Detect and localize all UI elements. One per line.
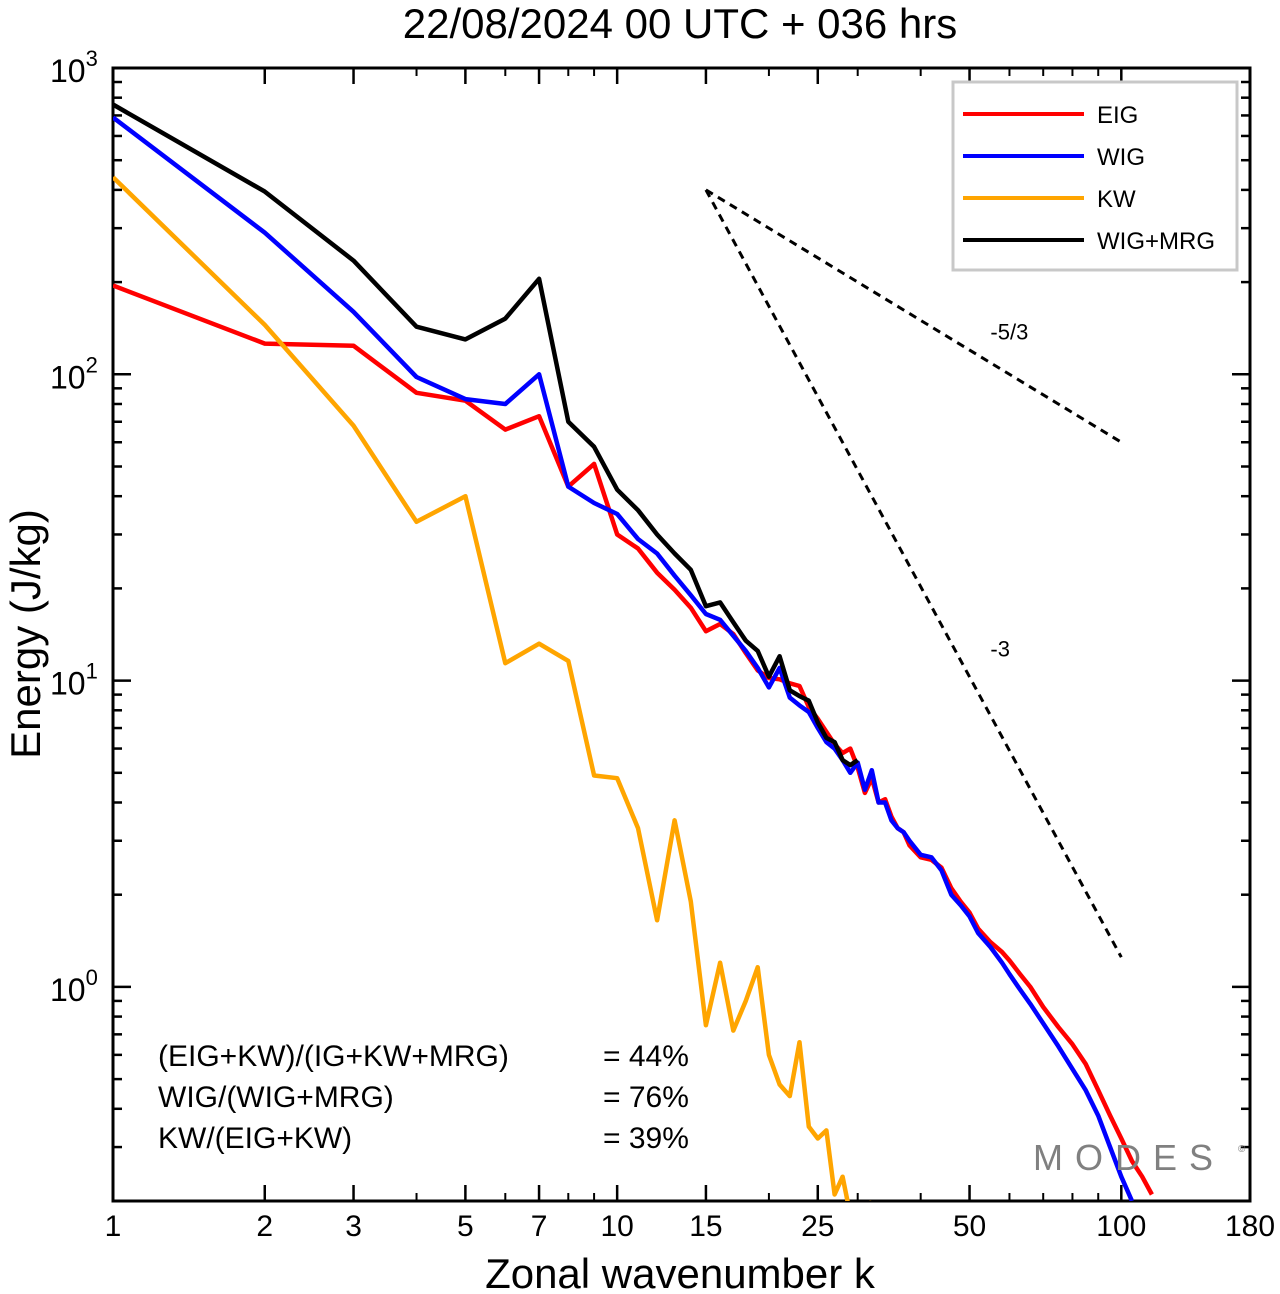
x-tick-labels: 1 2 3 5 7 10 15 25 50 100 180 bbox=[105, 1210, 1275, 1243]
ratio-value: = 44% bbox=[603, 1040, 689, 1073]
reference-slopes: -5/3 -3 bbox=[704, 188, 1123, 958]
chart-title: 22/08/2024 00 UTC + 036 hrs bbox=[403, 0, 958, 47]
axis-ticks bbox=[111, 66, 1252, 1203]
ratio-label: WIG/(WIG+MRG) bbox=[158, 1081, 394, 1114]
y-tick-label: 100 bbox=[50, 965, 98, 1008]
reference-slope-line bbox=[704, 189, 1123, 958]
x-tick-label: 180 bbox=[1225, 1210, 1275, 1243]
ratio-value: = 39% bbox=[603, 1122, 689, 1155]
legend: EIG WIG KW WIG+MRG bbox=[951, 80, 1239, 272]
ratio-label: (EIG+KW)/(IG+KW+MRG) bbox=[158, 1040, 509, 1073]
legend-label: EIG bbox=[1097, 102, 1138, 129]
series-line-wig bbox=[113, 115, 1135, 1201]
x-tick-label: 50 bbox=[953, 1210, 986, 1243]
plot-frame bbox=[111, 66, 1252, 1203]
x-tick-label: 25 bbox=[801, 1210, 834, 1243]
y-tick-label: 103 bbox=[50, 46, 98, 89]
legend-label: KW bbox=[1097, 186, 1136, 213]
legend-label: WIG bbox=[1097, 144, 1145, 171]
x-tick-label: 10 bbox=[600, 1210, 633, 1243]
copyright-mark: © bbox=[1238, 1144, 1246, 1155]
y-tick-label: 102 bbox=[50, 352, 98, 395]
ratio-value: = 76% bbox=[603, 1081, 689, 1114]
y-axis-label: Energy (J/kg) bbox=[2, 509, 49, 759]
x-tick-label: 2 bbox=[256, 1210, 273, 1243]
x-tick-label: 100 bbox=[1096, 1210, 1146, 1243]
watermark: MODES bbox=[1033, 1137, 1225, 1178]
series-lines bbox=[113, 102, 1154, 1201]
ratio-label: KW/(EIG+KW) bbox=[158, 1122, 352, 1155]
x-tick-label: 1 bbox=[105, 1210, 122, 1243]
x-tick-label: 3 bbox=[345, 1210, 362, 1243]
series-line-wig-mrg bbox=[113, 102, 859, 768]
x-tick-label: 15 bbox=[689, 1210, 722, 1243]
reference-slope-label: -3 bbox=[990, 636, 1010, 661]
legend-label: WIG+MRG bbox=[1097, 228, 1215, 255]
series-line-kw bbox=[113, 175, 872, 1201]
y-tick-label: 101 bbox=[50, 659, 98, 702]
x-tick-label: 7 bbox=[531, 1210, 548, 1243]
x-axis-label: Zonal wavenumber k bbox=[485, 1250, 876, 1294]
reference-slope-label: -5/3 bbox=[990, 319, 1028, 344]
y-tick-labels: 100 101 102 103 bbox=[50, 46, 98, 1008]
reference-slope-line bbox=[705, 188, 1123, 444]
x-tick-label: 5 bbox=[457, 1210, 474, 1243]
ratio-annotations: (EIG+KW)/(IG+KW+MRG) = 44% WIG/(WIG+MRG) = … bbox=[158, 1040, 689, 1155]
